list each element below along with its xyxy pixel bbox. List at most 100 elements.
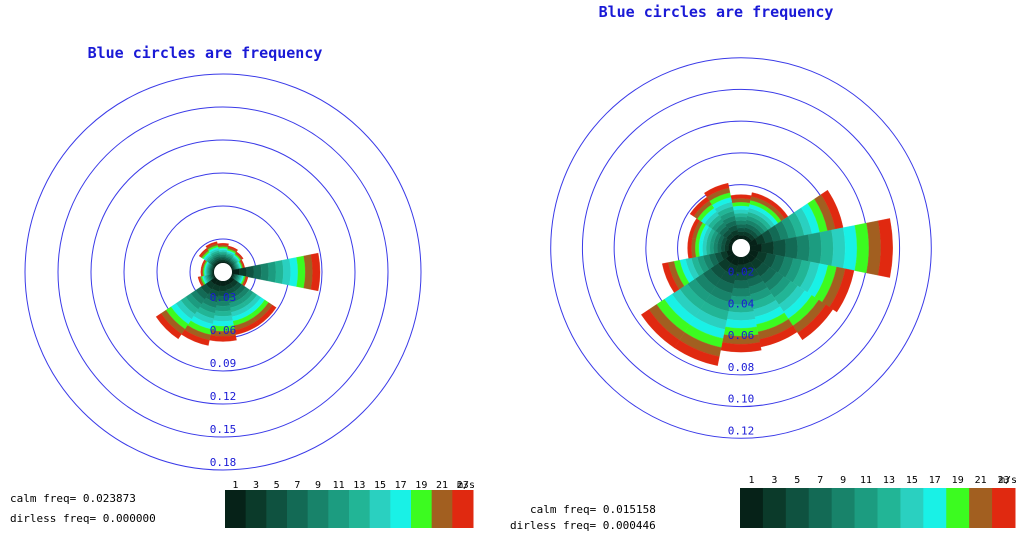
scale-tick-label: 11 — [333, 480, 345, 491]
speed-band — [733, 209, 749, 214]
speed-band — [217, 243, 229, 246]
direction-sector — [748, 249, 855, 313]
scale-tick-label: 21 — [436, 480, 448, 491]
speed-band — [641, 309, 680, 348]
scale-swatch — [992, 488, 1016, 528]
scale-tick-label: 19 — [415, 480, 427, 491]
scale-swatch — [245, 490, 267, 528]
speed-band — [772, 239, 786, 257]
speed-band — [662, 262, 680, 293]
speed-band — [220, 259, 226, 262]
speed-band — [831, 227, 846, 269]
scale-swatch — [452, 490, 474, 528]
speed-band — [807, 232, 822, 264]
chart-title: Blue circles are frequency — [599, 3, 834, 21]
speed-band — [724, 244, 729, 252]
speed-band — [713, 242, 718, 254]
speed-band — [267, 261, 277, 283]
direction-sector — [641, 252, 737, 348]
direction-sector — [748, 189, 844, 247]
speed-band — [214, 310, 232, 317]
scale-swatch — [762, 488, 787, 528]
direction-sector — [200, 267, 215, 277]
speed-band — [310, 252, 321, 292]
ring-label: 0.18 — [210, 456, 237, 469]
direction-sector — [224, 245, 238, 265]
speed-band — [731, 287, 751, 297]
calm-freq-label: calm freq= 0.023873 — [10, 492, 136, 505]
windrose-chart-right: Blue circles are frequency 0.020.040.060… — [510, 3, 1017, 532]
speed-band — [227, 245, 238, 252]
speed-band — [736, 224, 746, 229]
scale-tick-label: 5 — [794, 475, 800, 486]
ring-label: 0.04 — [728, 297, 755, 310]
scale-swatch — [411, 490, 433, 528]
direction-sector — [674, 255, 740, 366]
scale-swatch — [969, 488, 993, 528]
scale-tick-label: 13 — [883, 475, 895, 486]
scale-tick-label: 23 — [457, 480, 469, 491]
scale-tick-label: 7 — [817, 475, 823, 486]
frequency-rings — [24, 73, 422, 471]
scale-swatch — [266, 490, 288, 528]
scale-tick-label: 9 — [315, 480, 321, 491]
speed-band — [717, 243, 722, 253]
speed-band — [725, 318, 757, 329]
ring-label: 0.15 — [210, 423, 237, 436]
speed-band — [784, 236, 798, 260]
scale-swatch — [328, 490, 350, 528]
direction-sector — [689, 196, 737, 244]
speed-band — [726, 311, 756, 321]
direction-sector — [720, 256, 762, 353]
speed-band — [220, 261, 226, 264]
scale-tick-label: 11 — [860, 475, 872, 486]
scale-swatch — [877, 488, 901, 528]
direction-sector — [745, 252, 834, 341]
frequency-ring — [581, 88, 901, 408]
scale-tick-label: 3 — [253, 480, 259, 491]
scale-swatch — [923, 488, 947, 528]
speed-band — [197, 276, 204, 287]
speed-band — [735, 220, 747, 225]
speed-band — [281, 258, 291, 286]
direction-sector — [201, 259, 216, 271]
direction-sectors — [641, 183, 893, 366]
scale-swatch — [946, 488, 970, 528]
speed-band — [220, 257, 226, 261]
speed-band — [737, 231, 745, 236]
speed-band — [698, 239, 704, 257]
speed-band — [731, 201, 751, 207]
direction-sectors — [155, 241, 321, 346]
speed-band — [702, 240, 707, 256]
speed-band — [829, 268, 855, 313]
speed-band — [274, 260, 284, 284]
speed-band — [705, 241, 711, 255]
direction-sector — [198, 247, 219, 268]
speed-band — [736, 227, 746, 233]
speed-band — [260, 262, 269, 282]
scale-tick-label: 17 — [395, 480, 407, 491]
speed-band — [797, 304, 834, 341]
ring-label: 0.03 — [210, 291, 237, 304]
direction-sector — [224, 279, 259, 335]
calm-freq-label: calm freq= 0.015158 — [530, 503, 656, 516]
scale-tick-label: 1 — [232, 480, 238, 491]
direction-sector — [205, 241, 222, 265]
scale-tick-label: 23 — [998, 475, 1010, 486]
ring-label: 0.06 — [728, 329, 755, 342]
direction-sector — [688, 218, 734, 247]
scale-swatch — [390, 490, 412, 528]
direction-sector — [749, 218, 893, 278]
ring-label: 0.08 — [728, 361, 755, 374]
calm-center — [214, 263, 232, 281]
frequency-ring — [90, 139, 356, 405]
speed-band — [732, 279, 750, 289]
scale-tick-label: 9 — [840, 475, 846, 486]
scale-tick-label: 7 — [294, 480, 300, 491]
speed-band — [877, 218, 893, 278]
direction-sector — [230, 259, 245, 271]
speed-band — [709, 241, 715, 255]
ring-label: 0.12 — [728, 424, 755, 437]
speed-color-scale: 1 3 5 7 9 11 13 15 17 19 21 23m/s — [225, 480, 475, 528]
